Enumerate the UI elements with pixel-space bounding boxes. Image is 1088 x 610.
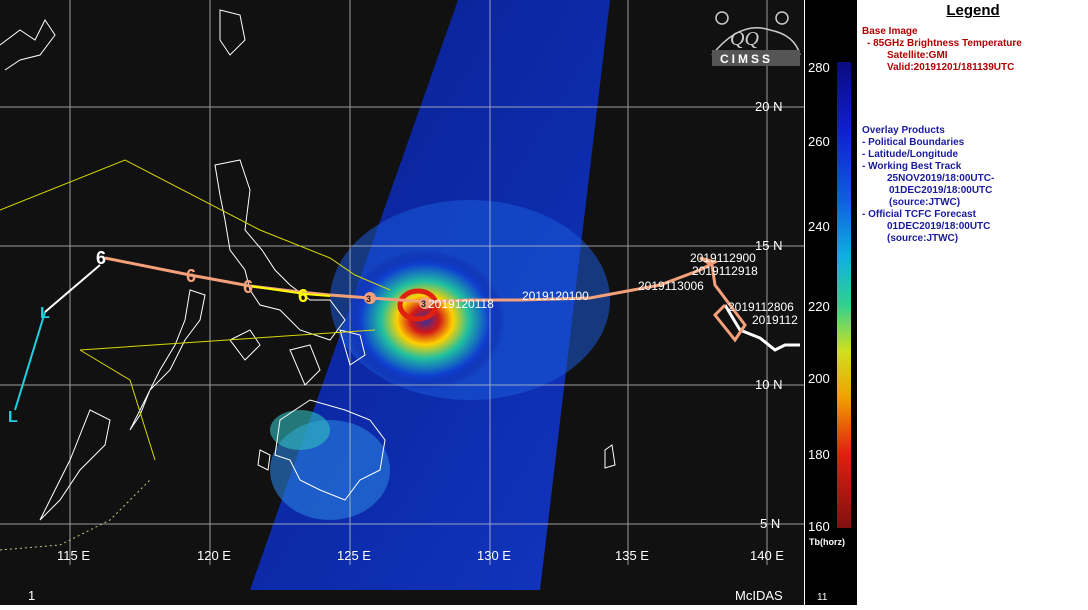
overlay-item-1: - Political Boundaries xyxy=(862,137,965,148)
track-label-2019112918: 2019112918 xyxy=(692,264,758,278)
legend-panel: Legend Base Image - 85GHz Brightness Tem… xyxy=(856,0,1088,605)
cbar-tick-240: 240 xyxy=(808,219,830,234)
lon-label-130e: 130 E xyxy=(477,548,511,563)
cbar-tick-260: 260 xyxy=(808,134,830,149)
overlay-item-3: - Working Best Track xyxy=(862,161,962,172)
overlay-heading: Overlay Products xyxy=(862,125,945,136)
colorbar-svg: 280 260 240 220 200 180 160 Tb(horz) 11 xyxy=(808,60,851,603)
overlay-item-4: 25NOV2019/18:00UTC- xyxy=(887,173,995,184)
colorbar-caption: Tb(horz) xyxy=(809,537,845,547)
track-label-2019120118: 2019120118 xyxy=(428,297,494,311)
lon-label-125e: 125 E xyxy=(337,548,371,563)
svg-text:6: 6 xyxy=(298,286,308,306)
storm-symbols: 6 6 6 6 L L 3 3 xyxy=(8,248,431,426)
track-label-2019112: 2019112 xyxy=(752,313,798,327)
footer-mcidas: McIDAS xyxy=(735,588,783,603)
overlay-item-8: 01DEC2019/18:00UTC xyxy=(887,221,991,232)
cbar-tick-180: 180 xyxy=(808,447,830,462)
logo-text: CIMSS xyxy=(720,52,773,66)
svg-text:QQ: QQ xyxy=(730,28,759,50)
coastlines xyxy=(0,9,616,521)
lon-label-115e: 115 E xyxy=(57,548,90,563)
overlay-item-6: (source:JTWC) xyxy=(889,197,961,208)
svg-text:6: 6 xyxy=(96,248,106,268)
cimss-logo: QQ CIMSS xyxy=(711,11,801,66)
forecast-track-white xyxy=(44,264,101,313)
svg-text:6: 6 xyxy=(186,266,196,286)
cbar-tick-280: 280 xyxy=(808,60,830,75)
lat-label-5n: 5 N xyxy=(760,516,780,531)
base-heading: Base Image xyxy=(862,26,918,37)
base-item-1: - 85GHz Brightness Temperature xyxy=(867,38,1022,49)
track-label-2019120100: 2019120100 xyxy=(522,289,589,303)
lat-labels: 20 N 15 N 10 N 5 N xyxy=(755,99,782,531)
cbar-tick-200: 200 xyxy=(808,371,830,386)
colorbar-footer: 11 xyxy=(817,592,828,603)
colorbar-panel: 280 260 240 220 200 180 160 Tb(horz) 11 xyxy=(804,0,857,605)
best-track-early xyxy=(723,304,800,352)
eyewall xyxy=(397,288,439,322)
dotted-boundary xyxy=(0,479,151,551)
forecast-track xyxy=(249,285,331,297)
forecast-marker-2: 3 xyxy=(421,299,426,309)
svg-text:L: L xyxy=(40,305,50,322)
forecast-marker-1: 3 xyxy=(366,294,371,304)
track-labels: 2019112900 2019112918 2019113006 2019120… xyxy=(428,251,798,327)
lat-label-10n: 10 N xyxy=(755,377,782,392)
lat-label-20n: 20 N xyxy=(755,99,782,114)
overlay-item-9: (source:JTWC) xyxy=(887,233,959,244)
overlay-item-2: - Latitude/Longitude xyxy=(862,149,959,160)
track-label-2019112900: 2019112900 xyxy=(690,251,756,265)
land-signal-2 xyxy=(270,410,330,450)
political-boundaries xyxy=(0,159,391,461)
colorbar-gradient xyxy=(837,62,851,528)
forecast-track-old xyxy=(14,311,46,411)
lon-label-140e: 140 E xyxy=(750,548,784,563)
cbar-tick-160: 160 xyxy=(808,519,830,534)
base-image-section: Base Image - 85GHz Brightness Temperatur… xyxy=(862,26,1022,74)
map-canvas: 6 6 6 6 L L 3 3 2019112900 2019112918 20… xyxy=(0,0,804,603)
svg-text:L: L xyxy=(8,409,18,426)
track-label-2019113006: 2019113006 xyxy=(638,279,704,293)
lat-lon-grid xyxy=(0,0,804,565)
legend-title: Legend xyxy=(946,2,1000,19)
overlay-item-7: - Official TCFC Forecast xyxy=(862,209,976,220)
lon-label-120e: 120 E xyxy=(197,548,231,563)
overlay-item-5: 01DEC2019/18:00UTC xyxy=(889,185,993,196)
footer-left: 1 xyxy=(28,588,35,603)
satellite-map: 6 6 6 6 L L 3 3 2019112900 2019112918 20… xyxy=(0,0,804,605)
base-item-2: Satellite:GMI xyxy=(887,50,948,61)
overlay-section: Overlay Products - Political Boundaries … xyxy=(862,125,994,245)
svg-text:6: 6 xyxy=(243,277,253,297)
cbar-tick-220: 220 xyxy=(808,299,830,314)
base-item-3: Valid:20191201/181139UTC xyxy=(887,62,1015,73)
lon-labels: 115 E 120 E 125 E 130 E 135 E 140 E xyxy=(57,548,784,563)
lat-label-15n: 15 N xyxy=(755,238,782,253)
lon-label-135e: 135 E xyxy=(615,548,649,563)
track-label-2019112806: 2019112806 xyxy=(728,300,794,314)
best-track xyxy=(104,256,747,343)
